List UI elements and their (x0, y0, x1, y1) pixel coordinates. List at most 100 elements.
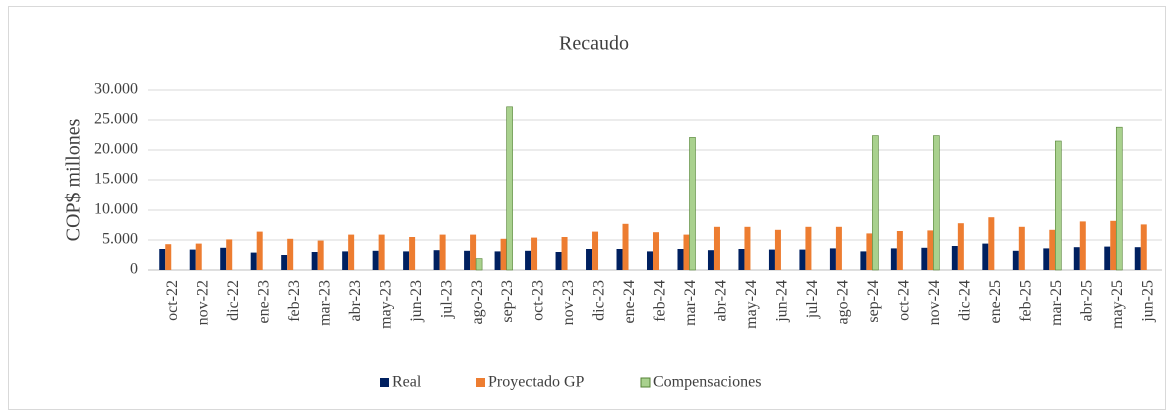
legend-label: Proyectado GP (488, 374, 585, 391)
bar-proyectado (561, 237, 568, 270)
bar-real (799, 249, 806, 270)
x-tick-label: abr-24 (713, 280, 730, 321)
bar-proyectado (988, 217, 995, 270)
bar-compensaciones (1055, 140, 1062, 271)
bar-real (433, 250, 440, 270)
x-tick-label: sep-24 (865, 280, 882, 323)
x-tick-label: may-23 (377, 280, 394, 329)
bar-proyectado (653, 232, 659, 270)
bar-real (860, 251, 867, 270)
x-tick-label: jun-24 (774, 280, 791, 323)
bar-proyectado (165, 244, 172, 270)
bar-real (250, 252, 257, 270)
bar-proyectado (226, 239, 233, 270)
bar-compensaciones (689, 137, 696, 271)
bar-proyectado (531, 237, 538, 270)
x-tick-label: oct-24 (896, 280, 913, 321)
bar-real (464, 250, 471, 270)
legend-swatch (640, 377, 651, 388)
bar-proyectado (835, 226, 842, 270)
x-tick-label: jun-25 (1139, 280, 1156, 323)
bar-real (1134, 247, 1141, 270)
bar-real (921, 247, 928, 270)
legend-swatch (380, 378, 389, 387)
x-tick-label: ago-24 (835, 280, 852, 324)
bar-real (647, 251, 653, 270)
chart-frame (8, 6, 1166, 410)
bar-real (616, 249, 623, 270)
bar-proyectado (256, 231, 263, 270)
x-tick-label: oct-22 (164, 280, 181, 321)
bar-real (403, 251, 410, 270)
bar-real (1104, 246, 1111, 270)
x-tick-label: jul-24 (804, 280, 821, 319)
bar-real (494, 251, 501, 270)
bar-proyectado (195, 243, 202, 270)
bar-proyectado (774, 229, 781, 270)
bar-proyectado (957, 223, 964, 270)
bar-real (829, 248, 836, 270)
bar-proyectado (1049, 229, 1056, 270)
x-tick-label: nov-22 (194, 280, 211, 325)
bar-proyectado (683, 234, 690, 270)
x-tick-label: oct-23 (530, 280, 547, 321)
legend-swatch (476, 378, 485, 387)
bar-compensaciones (872, 135, 879, 271)
bar-proyectado (592, 231, 599, 270)
x-tick-label: jun-23 (408, 280, 425, 323)
legend-label: Compensaciones (653, 374, 761, 391)
bar-real (738, 249, 745, 270)
bar-real (311, 252, 318, 270)
bar-compensaciones (933, 135, 940, 271)
bar-proyectado (470, 234, 477, 270)
bar-proyectado (287, 238, 294, 270)
x-tick-label: mar-24 (682, 280, 699, 326)
y-axis-label: COP$ millones (63, 118, 85, 241)
bar-proyectado (927, 230, 934, 270)
bar-proyectado (805, 226, 812, 270)
bar-real (1043, 248, 1050, 270)
chart-title: Recaudo (559, 33, 629, 55)
bar-real (768, 249, 775, 270)
bar-real (342, 251, 349, 270)
x-tick-label: dic-23 (591, 280, 608, 321)
bar-real (1012, 250, 1019, 270)
x-tick-label: ene-25 (987, 280, 1004, 324)
bar-proyectado (500, 238, 507, 270)
bar-real (890, 248, 897, 270)
y-tick-label: 5.000 (102, 231, 138, 248)
y-tick-label: 20.000 (94, 141, 138, 158)
bar-real (555, 252, 562, 270)
bar-real (372, 250, 379, 270)
x-tick-label: may-25 (1109, 280, 1126, 329)
bar-proyectado (409, 237, 416, 270)
x-tick-label: nov-23 (560, 280, 577, 325)
y-tick-label: 15.000 (94, 171, 138, 188)
y-tick-label: 30.000 (94, 81, 138, 98)
bar-real (586, 249, 593, 270)
x-tick-label: mar-23 (316, 280, 333, 326)
x-tick-label: jul-23 (438, 280, 455, 319)
x-tick-label: sep-23 (499, 280, 516, 323)
x-tick-label: abr-23 (347, 280, 364, 321)
bar-proyectado (713, 226, 720, 270)
bar-proyectado (622, 223, 629, 270)
bar-compensaciones (506, 106, 513, 271)
bar-real (707, 250, 714, 270)
x-tick-label: ago-23 (469, 280, 486, 324)
bar-proyectado (439, 234, 446, 270)
bar-real (525, 250, 532, 270)
bar-real (220, 247, 227, 270)
bar-proyectado (744, 226, 751, 270)
bar-real (951, 246, 958, 270)
bar-real (677, 249, 684, 270)
x-tick-label: dic-22 (225, 280, 242, 321)
bar-real (189, 249, 196, 270)
x-tick-label: feb-25 (1017, 280, 1034, 322)
x-tick-label: feb-23 (286, 280, 303, 322)
bar-proyectado (378, 234, 385, 270)
bar-proyectado (348, 234, 355, 270)
bar-proyectado (896, 231, 903, 270)
x-tick-label: ene-24 (621, 280, 638, 324)
